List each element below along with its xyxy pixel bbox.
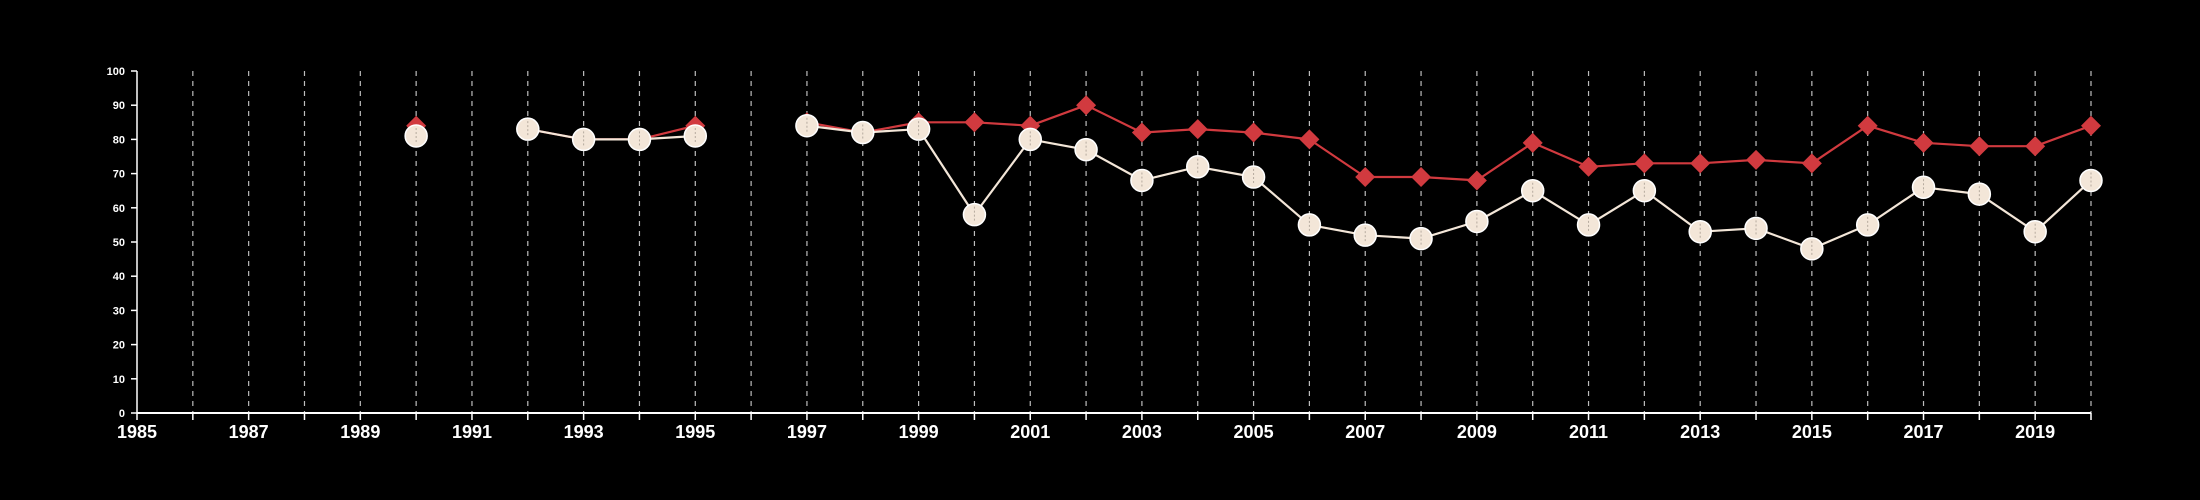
y-tick-label: 60 [113,203,125,215]
x-tick-label: 2001 [1010,422,1050,442]
vertical-grid [192,71,2092,413]
y-tick-label: 50 [113,237,125,249]
data-point-diamond [1801,153,1822,174]
y-tick-label: 10 [113,374,125,386]
y-tick-label: 30 [113,305,125,317]
x-tick-label: 1995 [675,422,715,442]
data-point-diamond [1355,167,1376,188]
x-tick-label: 2011 [1569,422,1608,442]
data-point-diamond [2025,136,2046,157]
data-point-diamond [1634,153,1655,174]
x-tick-label: 2003 [1122,422,1162,442]
data-point-diamond [1187,119,1208,140]
x-tick-label: 1997 [787,422,827,442]
series-line [806,124,2092,250]
x-tick-label: 2007 [1345,422,1385,442]
data-point-diamond [1411,167,1432,188]
data-point-diamond [1857,115,1878,136]
data-point-diamond [1466,170,1487,191]
y-tick-label: 0 [119,408,125,420]
x-tick-label: 2009 [1457,422,1497,442]
data-point-diamond [964,112,985,133]
x-tick-label: 2019 [2015,422,2055,442]
data-point-diamond [1969,136,1990,157]
data-point-diamond [1690,153,1711,174]
data-point-diamond [1913,132,1934,153]
data-point-diamond [1746,149,1767,170]
data-point-diamond [1131,122,1152,143]
data-point-diamond [1578,156,1599,177]
data-point-diamond [1299,129,1320,150]
x-tick-label: 1989 [340,422,380,442]
data-point-circle [683,124,708,148]
x-tick-label: 2017 [1903,422,1943,442]
y-tick-label: 90 [113,100,125,112]
x-tick-label: 1987 [229,422,269,442]
data-point-diamond [1076,95,1097,116]
data-point-circle [404,124,428,148]
data-point-diamond [1522,132,1543,153]
series-markers [404,95,2103,261]
x-tick-label: 2013 [1680,422,1720,442]
x-tick-label: 1993 [564,422,604,442]
y-tick-label: 100 [107,66,125,78]
x-tick-label: 2005 [1234,422,1274,442]
x-tick-label: 1985 [117,422,157,442]
x-tick-label: 1999 [899,422,939,442]
axes: 0 10 20 30 40 50 60 70 80 90 100 1985 1987 1989 1991 19… [107,66,2092,442]
y-tick-label: 40 [113,271,125,283]
y-tick-label: 20 [113,340,125,352]
x-tick-label: 2015 [1792,422,1832,442]
y-tick-label: 80 [113,134,125,146]
x-tick-label: 1991 [452,422,492,442]
series-line [527,128,696,141]
data-point-diamond [2081,115,2101,136]
data-point-diamond [1243,122,1264,143]
y-tick-label: 70 [113,169,125,181]
series-line [806,104,2092,182]
